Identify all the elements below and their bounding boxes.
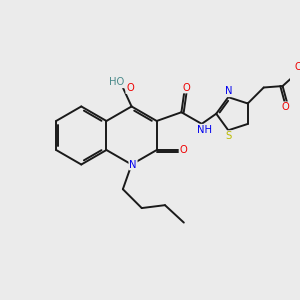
Text: O: O [126, 83, 134, 93]
Text: N: N [225, 86, 232, 96]
Text: O: O [295, 62, 300, 72]
Text: S: S [225, 131, 231, 141]
Text: NH: NH [197, 125, 212, 135]
Text: N: N [129, 160, 137, 170]
Text: HO: HO [110, 77, 125, 87]
Text: O: O [180, 145, 188, 155]
Text: O: O [282, 102, 290, 112]
Text: O: O [183, 82, 190, 93]
